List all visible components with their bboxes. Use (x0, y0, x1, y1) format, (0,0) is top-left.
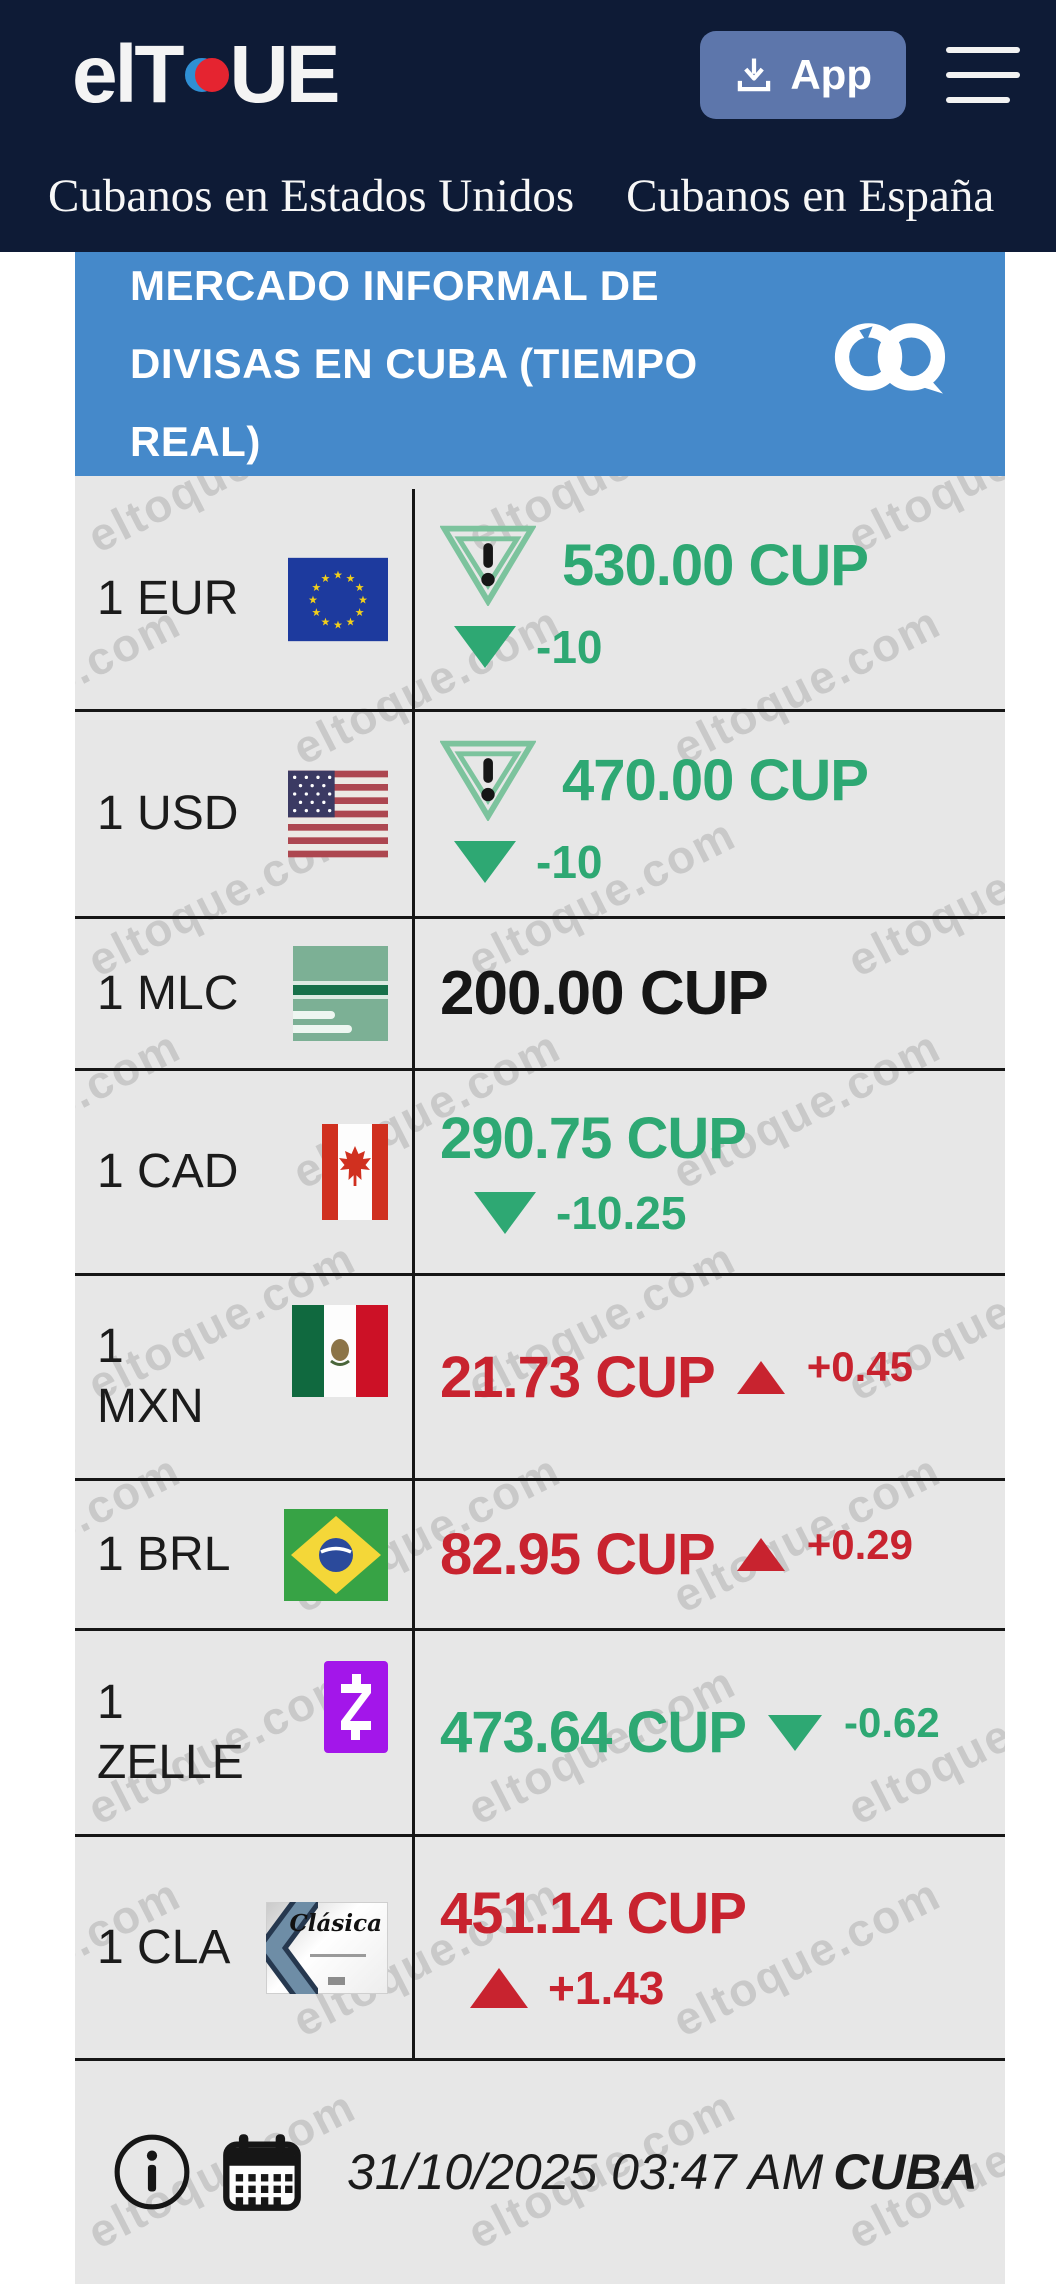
rate-row-cad: 1 CAD 290.75 CUP -10.25 (75, 1071, 1005, 1276)
mexico-flag-icon (292, 1305, 388, 1397)
rate-value: 530.00 CUP (562, 532, 869, 598)
svg-text:★: ★ (355, 606, 365, 619)
warning-icon (439, 739, 537, 823)
svg-text:★: ★ (346, 572, 356, 585)
logo-red-ring-icon (195, 58, 230, 92)
trend-down-icon (454, 626, 516, 668)
svg-text:★: ★ (355, 581, 365, 594)
rate-row-mlc: 1 MLC 200.00 CUP (75, 919, 1005, 1071)
nav-link-cubanos-estados-unidos[interactable]: Cubanos en Estados Unidos (48, 170, 575, 222)
currency-label: 1 CAD (97, 1145, 239, 1198)
rate-value: 473.64 CUP (440, 1700, 747, 1765)
rate-value: 451.14 CUP (440, 1881, 747, 1946)
rates-table-area: eltoque.com eltoque.com eltoque.com eltoque… (75, 476, 1005, 2284)
brazil-flag-icon (284, 1508, 388, 1601)
svg-text:★: ★ (346, 615, 356, 628)
menu-icon[interactable] (946, 28, 1020, 122)
last-update-datetime: 31/10/2025 03:47 AM CUBA (347, 2144, 978, 2200)
svg-text:★: ★ (321, 572, 331, 585)
top-nav: Cubanos en Estados Unidos Cubanos en Esp… (0, 140, 1056, 252)
widget-title: MERCADO INFORMAL DE DIVISAS EN CUBA (TIE… (130, 262, 698, 465)
rates-table: 1 EUR ★ ★ ★ ★ ★ ★ ★ ★ ★ ★ ★ ★ (75, 489, 1005, 2061)
svg-text:★: ★ (333, 568, 343, 581)
logo-text-left: elT (72, 29, 184, 120)
trend-down-icon (454, 841, 516, 883)
canada-flag-icon (322, 1124, 388, 1220)
svg-text:★: ★ (308, 593, 318, 606)
trend-up-icon (736, 1360, 785, 1394)
currency-label: 1 EUR (97, 572, 239, 625)
clasica-card-icon: Clásica (266, 1901, 388, 1994)
trend-up-icon (736, 1538, 785, 1571)
rate-row-eur: 1 EUR ★ ★ ★ ★ ★ ★ ★ ★ ★ ★ ★ ★ (75, 489, 1005, 712)
eltoque-logo[interactable]: elT UE (72, 29, 340, 120)
us-flag-icon (288, 768, 388, 860)
rate-row-mxn: 1 MXN 21.73 CUP +0.45 (75, 1276, 1005, 1481)
rate-value: 200.00 CUP (440, 959, 769, 1028)
svg-text:★: ★ (321, 615, 331, 628)
exchange-rates-widget: MERCADO INFORMAL DE DIVISAS EN CUBA (TIE… (75, 252, 1005, 2284)
eltoque-rings-icon (825, 310, 959, 417)
eu-flag-icon: ★ ★ ★ ★ ★ ★ ★ ★ ★ ★ ★ ★ (288, 557, 388, 642)
app-download-button[interactable]: App (700, 31, 906, 119)
rate-row-zelle: 1 ZELLE 473.64 CUP -0.62 (75, 1631, 1005, 1837)
rate-delta: -10 (536, 836, 603, 888)
trend-down-icon (474, 1191, 536, 1234)
rate-delta: -10.25 (556, 1186, 687, 1239)
rate-delta: +0.29 (806, 1520, 913, 1568)
trend-up-icon (470, 1968, 528, 2008)
logo-text-right: UE (229, 29, 340, 120)
column-divider (412, 489, 415, 2061)
currency-label: 1 BRL (97, 1527, 231, 1581)
rate-row-brl: 1 BRL 82.95 CUP +0.29 (75, 1481, 1005, 1631)
rate-delta: -0.62 (843, 1698, 940, 1746)
rate-row-usd: 1 USD 470. (75, 712, 1005, 919)
rate-value: 290.75 CUP (440, 1105, 747, 1171)
currency-label: 1 ZELLE (97, 1675, 244, 1789)
rate-delta: -10 (536, 621, 603, 673)
svg-text:★: ★ (358, 593, 368, 606)
currency-label: 1 MXN (97, 1320, 204, 1433)
svg-text:★: ★ (333, 618, 343, 631)
region-label: CUBA (833, 2144, 978, 2200)
zelle-icon (324, 1660, 388, 1753)
rate-value: 21.73 CUP (440, 1344, 716, 1410)
rate-row-cla: 1 CLA Clásica 451. (75, 1837, 1005, 2061)
app-header: elT UE App Cubanos en Estados Unidos Cub… (0, 0, 1056, 252)
svg-text:★: ★ (311, 606, 321, 619)
rate-value: 470.00 CUP (562, 747, 869, 813)
widget-footer: 31/10/2025 03:47 AM CUBA (75, 2129, 1005, 2215)
widget-title-banner: MERCADO INFORMAL DE DIVISAS EN CUBA (TIE… (75, 252, 1005, 476)
app-button-label: App (790, 51, 872, 98)
currency-label: 1 MLC (97, 966, 239, 1020)
mlc-card-icon (293, 946, 388, 1041)
add-button[interactable] (1002, 2129, 1005, 2215)
currency-label: 1 CLA (97, 1920, 231, 1974)
nav-link-cubanos-espana[interactable]: Cubanos en España (626, 170, 995, 222)
calendar-button[interactable] (217, 2130, 307, 2214)
svg-text:★: ★ (311, 581, 321, 594)
trend-down-icon (767, 1714, 822, 1751)
warning-icon (439, 524, 537, 608)
download-icon (734, 55, 774, 95)
rate-delta: +0.45 (806, 1343, 913, 1390)
rate-delta: +1.43 (548, 1962, 665, 2014)
rate-value: 82.95 CUP (440, 1522, 716, 1587)
info-button[interactable] (111, 2131, 193, 2213)
currency-label: 1 USD (97, 787, 239, 840)
